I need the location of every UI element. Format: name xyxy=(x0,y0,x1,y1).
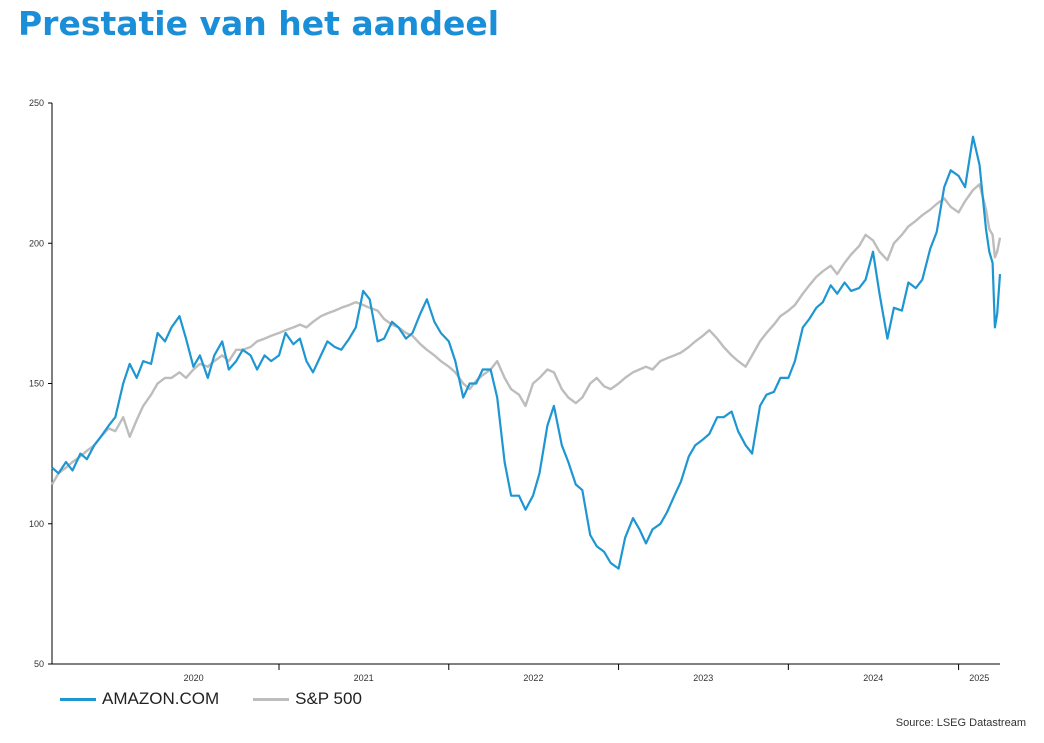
legend-item-sp500: S&P 500 xyxy=(253,689,362,709)
legend-item-amazon: AMAZON.COM xyxy=(60,689,219,709)
x-tick-label: 2022 xyxy=(523,673,543,683)
y-tick-label: 150 xyxy=(29,379,44,389)
chart-axes: 50 100 150 200 250 2020 2021 2022 2023 2024 2025 xyxy=(29,98,1000,683)
source-note: Source: LSEG Datastream xyxy=(895,717,1026,729)
y-tick-label: 50 xyxy=(34,659,44,669)
legend-label-sp500: S&P 500 xyxy=(295,689,362,708)
series-line-sp500 xyxy=(50,183,1002,486)
x-tick-label: 2020 xyxy=(184,673,204,683)
legend-label-amazon: AMAZON.COM xyxy=(102,689,220,708)
y-tick-label: 250 xyxy=(29,98,44,108)
legend-swatch-amazon xyxy=(60,697,96,701)
y-tick-label: 200 xyxy=(29,238,44,248)
chart-legend: AMAZON.COM S&P 500 xyxy=(60,689,396,709)
x-tick-label: 2023 xyxy=(693,673,713,683)
series-line-amazon xyxy=(51,135,1002,570)
y-tick-label: 100 xyxy=(29,519,44,529)
x-tick-label: 2021 xyxy=(354,673,374,683)
page-title: Prestatie van het aandeel xyxy=(18,4,500,43)
x-tick-label: 2025 xyxy=(969,673,989,683)
x-tick-label: 2024 xyxy=(863,673,883,683)
legend-swatch-sp500 xyxy=(253,697,290,701)
chart-series xyxy=(50,135,1002,570)
